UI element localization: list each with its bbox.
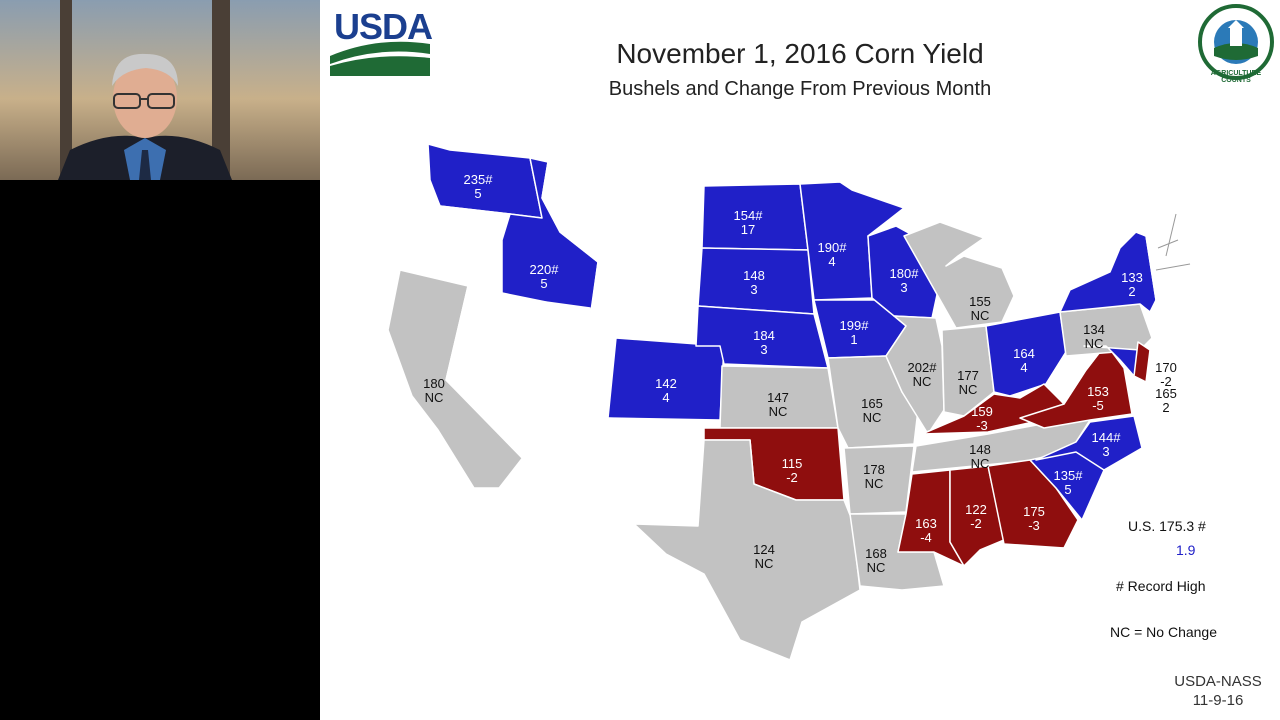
state-yield-ia: 199#: [840, 318, 870, 333]
state-yield-mi: 155: [969, 294, 991, 309]
state-yield-ca: 180: [423, 376, 445, 391]
state-maryland: [1083, 345, 1141, 377]
state-change-ny: 2: [1128, 284, 1135, 299]
state-change-ne: 3: [760, 342, 767, 357]
slide-footer: USDA-NASS 11-9-16: [1166, 672, 1270, 710]
state-change-wa: 5: [474, 186, 481, 201]
state-nebraska: [695, 305, 829, 369]
state-change-nd: 17: [741, 222, 755, 237]
state-yield-il: 202#: [908, 360, 938, 375]
state-yield-ok: 115: [782, 456, 803, 471]
state-change-pa: NC: [1085, 336, 1104, 351]
footer-date: 11-9-16: [1192, 692, 1244, 709]
state-change-wi: 3: [900, 280, 907, 295]
state-yield-va: 153: [1087, 384, 1109, 399]
state-change-ca: NC: [425, 390, 444, 405]
agriculture-counts-seal: [1198, 4, 1274, 80]
no-change-note: NC = No Change: [1110, 624, 1218, 640]
state-yield-mn: 190#: [818, 240, 848, 255]
state-change-co: 4: [662, 390, 669, 405]
us-total: U.S. 175.3 #: [1128, 518, 1206, 534]
us-corn-yield-map: 170 -2 165 2 235#5220#5154#171483190#418…: [387, 143, 1231, 661]
state-yield-la: 168: [865, 546, 887, 561]
state-yield-id: 220#: [530, 262, 560, 277]
usda-logo-text: USDA: [334, 6, 433, 47]
state-yield-ky: 159: [971, 404, 993, 419]
state-change-ar: NC: [865, 476, 884, 491]
state-yield-tn: 148: [969, 442, 991, 457]
us-total-change: 1.9: [1176, 542, 1196, 558]
slide: USDA November 1, 2016 Corn Yield Bushels…: [320, 0, 1280, 720]
state-change-ky: -3: [976, 418, 988, 433]
state-change-ks: NC: [769, 404, 788, 419]
state-change-il: NC: [913, 374, 932, 389]
state-yield-sc: 135#: [1054, 468, 1084, 483]
de-yield-callout: 170: [1155, 360, 1177, 375]
usda-logo-swoosh: [330, 41, 430, 76]
footer-source: USDA-NASS: [1174, 673, 1262, 690]
state-michigan: [903, 221, 1015, 329]
state-yield-wi: 180#: [890, 266, 920, 281]
state-yield-oh: 164: [1013, 346, 1035, 361]
state-yield-pa: 134: [1083, 322, 1105, 337]
agriculture-counts-text: AGRICULTURE COUNTS: [1210, 70, 1262, 84]
state-change-id: 5: [540, 276, 547, 291]
state-yield-ga: 175: [1023, 504, 1045, 519]
new-england-states: [1135, 171, 1231, 301]
state-change-oh: 4: [1020, 360, 1027, 375]
state-yield-ny: 133: [1121, 270, 1143, 285]
usda-logo: USDA: [328, 6, 433, 76]
md-change-callout: 2: [1162, 400, 1169, 415]
state-change-ia: 1: [850, 332, 857, 347]
state-yield-tx: 124: [753, 542, 775, 557]
state-yield-ms: 163: [915, 516, 937, 531]
state-yield-mo: 165: [861, 396, 883, 411]
state-change-mn: 4: [828, 254, 835, 269]
presenter-video-frame: [0, 0, 320, 180]
de-change-callout: -2: [1160, 374, 1172, 389]
state-yield-co: 142: [655, 376, 677, 391]
state-change-sd: 3: [750, 282, 757, 297]
state-change-ok: -2: [786, 470, 798, 485]
state-texas: [633, 439, 861, 661]
agriculture-counts-logo: AGRICULTURE COUNTS: [1196, 2, 1276, 84]
state-yield-nd: 154#: [734, 208, 764, 223]
record-high-note: # Record High: [1116, 578, 1206, 594]
state-new-mexico: [589, 417, 705, 535]
state-new-jersey: [1149, 311, 1163, 353]
state-yield-sd: 148: [743, 268, 765, 283]
state-yield-al: 122: [965, 502, 987, 517]
state-yield-ks: 147: [767, 390, 789, 405]
presenter-video: [0, 0, 320, 180]
state-change-ms: -4: [920, 530, 932, 545]
state-change-ga: -3: [1028, 518, 1040, 533]
md-yield-callout: 165: [1155, 386, 1177, 401]
state-change-sc: 5: [1064, 482, 1071, 497]
state-delaware: [1133, 341, 1151, 383]
state-change-tx: NC: [755, 556, 774, 571]
state-change-va: -5: [1092, 398, 1104, 413]
state-yield-ar: 178: [863, 462, 885, 477]
state-change-in: NC: [959, 382, 978, 397]
slide-subtitle: Bushels and Change From Previous Month: [608, 78, 992, 100]
state-change-al: -2: [970, 516, 982, 531]
state-indiana: [941, 325, 995, 417]
state-change-mo: NC: [863, 410, 882, 425]
state-change-nc: 3: [1102, 444, 1109, 459]
slide-title: November 1, 2016 Corn Yield: [616, 38, 984, 69]
state-wyoming: [587, 261, 703, 347]
us-total-label: U.S. 175.3 #: [1128, 518, 1206, 534]
state-yield-in: 177: [957, 368, 979, 383]
state-yield-wa: 235#: [464, 172, 494, 187]
state-change-tn: NC: [971, 456, 990, 471]
glasses-icon: [113, 93, 141, 109]
state-yield-ne: 184: [753, 328, 775, 343]
state-labels: 235#5220#5154#171483190#4180#3199#118431…: [423, 172, 1143, 575]
state-yield-nc: 144#: [1092, 430, 1122, 445]
state-florida: [963, 547, 1107, 655]
state-change-mi: NC: [971, 308, 990, 323]
state-north-carolina: [1035, 415, 1143, 471]
state-change-la: NC: [867, 560, 886, 575]
